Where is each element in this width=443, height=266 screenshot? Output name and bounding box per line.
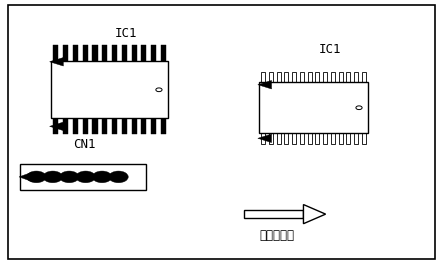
Bar [161, 118, 166, 134]
Text: CN1: CN1 [73, 139, 95, 151]
Bar [338, 72, 342, 82]
Bar [53, 118, 58, 134]
Bar [20, 164, 146, 190]
Circle shape [59, 171, 79, 183]
Bar [362, 133, 366, 144]
Bar [112, 118, 117, 134]
Bar [315, 133, 319, 144]
Bar [83, 118, 88, 134]
Circle shape [76, 171, 95, 183]
Bar [151, 45, 156, 61]
Circle shape [156, 88, 162, 92]
Bar [122, 45, 127, 61]
Bar [292, 72, 296, 82]
Bar [141, 118, 147, 134]
Bar [362, 72, 366, 82]
Bar [346, 72, 350, 82]
Bar [112, 45, 117, 61]
Text: IC1: IC1 [319, 43, 341, 56]
Bar [276, 72, 280, 82]
Bar [161, 45, 166, 61]
Polygon shape [258, 81, 272, 89]
Bar [331, 72, 335, 82]
Bar [300, 133, 304, 144]
Bar [269, 72, 273, 82]
Bar [307, 133, 311, 144]
Bar [346, 133, 350, 144]
Bar [300, 72, 304, 82]
Bar [323, 72, 327, 82]
Bar [338, 133, 342, 144]
Bar [151, 118, 156, 134]
Bar [73, 45, 78, 61]
Bar [102, 45, 107, 61]
Bar [83, 45, 88, 61]
Bar [261, 133, 265, 144]
Bar [323, 133, 327, 144]
Bar [93, 45, 97, 61]
Bar [63, 45, 68, 61]
Circle shape [92, 171, 112, 183]
Bar [63, 118, 68, 134]
Bar [284, 133, 288, 144]
Bar [292, 133, 296, 144]
Circle shape [27, 171, 46, 183]
Bar [93, 118, 97, 134]
Bar [73, 118, 78, 134]
Bar [259, 82, 368, 133]
Polygon shape [303, 205, 326, 224]
Bar [53, 45, 58, 61]
Polygon shape [19, 172, 32, 182]
Bar [331, 133, 335, 144]
Text: IC1: IC1 [115, 27, 137, 40]
Bar [132, 118, 136, 134]
Bar [276, 133, 280, 144]
Bar [307, 72, 311, 82]
Bar [315, 72, 319, 82]
Bar [354, 72, 358, 82]
Polygon shape [50, 57, 63, 66]
Polygon shape [50, 122, 63, 131]
Bar [284, 72, 288, 82]
Bar [269, 133, 273, 144]
Bar [244, 210, 303, 218]
Circle shape [43, 171, 62, 183]
Circle shape [109, 171, 128, 183]
Bar [122, 118, 127, 134]
Text: 过波峰方向: 过波峰方向 [259, 229, 294, 242]
Bar [354, 133, 358, 144]
Circle shape [356, 106, 362, 110]
Bar [51, 61, 168, 118]
Bar [132, 45, 136, 61]
Polygon shape [258, 134, 272, 143]
Bar [141, 45, 147, 61]
Bar [102, 118, 107, 134]
Bar [261, 72, 265, 82]
